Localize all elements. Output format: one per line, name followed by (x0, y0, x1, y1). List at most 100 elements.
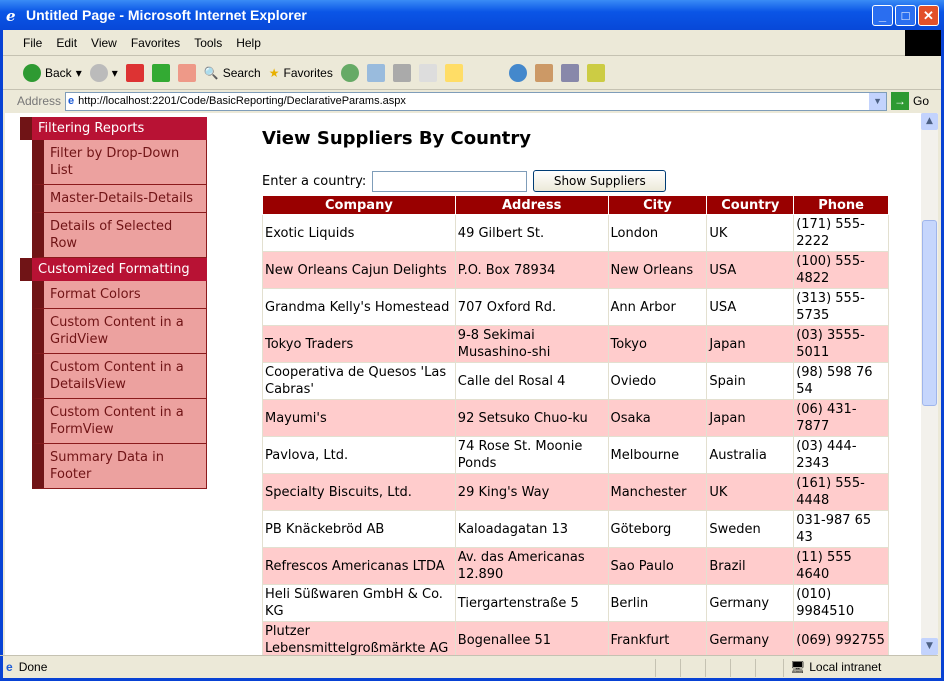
page-title: View Suppliers By Country (262, 128, 531, 149)
country-form: Enter a country: Show Suppliers (262, 170, 667, 192)
window-title: Untitled Page - Microsoft Internet Explo… (26, 7, 307, 23)
scroll-thumb[interactable] (922, 220, 937, 406)
menu-file[interactable]: File (23, 35, 43, 50)
country-input[interactable] (372, 170, 528, 192)
address-bar: Address e http://localhost:2201/Code/Basi… (3, 90, 941, 112)
table-cell: Berlin (607, 584, 708, 622)
table-row: PB Knäckebröd AB Kaloadagatan 13 Göteborg S… (262, 510, 889, 548)
show-suppliers-button[interactable]: Show Suppliers (533, 170, 667, 192)
windows-logo (905, 30, 941, 56)
mail-icon[interactable] (366, 63, 385, 82)
title-bar: e Untitled Page - Microsoft Internet Exp… (0, 0, 944, 30)
sidebar-item[interactable]: Custom Content in a DetailsView (32, 354, 207, 399)
stop-icon[interactable] (125, 63, 144, 82)
table-row: Grandma Kelly's Homestead 707 Oxford Rd. A… (262, 288, 889, 326)
table-cell: Sao Paulo (607, 547, 708, 585)
table-cell: (06) 431-7877 (793, 399, 889, 437)
table-row: Cooperativa de Quesos 'Las Cabras' Calle … (262, 362, 889, 400)
intranet-icon: 🖥 (790, 660, 806, 674)
table-cell: 49 Gilbert St. (454, 214, 609, 252)
address-input[interactable]: e http://localhost:2201/Code/BasicReporti… (65, 91, 888, 111)
table-cell: Heli Süßwaren GmbH & Co. KG (262, 584, 456, 622)
table-row: Tokyo Traders 9-8 Sekimai Musashino-shi To… (262, 325, 889, 363)
column-header: Phone (793, 195, 889, 215)
search-button[interactable]: 🔍 Search (203, 65, 261, 80)
table-cell: (069) 992755 (793, 621, 889, 655)
search-icon: 🔍 (203, 65, 219, 80)
ie-icon: e (6, 7, 16, 25)
table-cell: UK (706, 473, 795, 511)
table-cell: Refrescos Americanas LTDA (262, 547, 456, 585)
menu-help[interactable]: Help (236, 35, 261, 50)
table-cell: London (607, 214, 708, 252)
menu-favorites[interactable]: Favorites (130, 35, 181, 50)
refresh-icon[interactable] (151, 63, 170, 82)
table-cell: New Orleans Cajun Delights (262, 251, 456, 289)
page-status-icon: e (6, 660, 13, 674)
sidebar-item[interactable]: Master-Details-Details (32, 185, 207, 213)
sidebar-item[interactable]: Summary Data in Footer (32, 444, 207, 489)
table-cell: Ann Arbor (607, 288, 708, 326)
scroll-up-button[interactable]: ▲ (921, 113, 938, 130)
sidebar-section-header[interactable]: Customized Formatting (20, 258, 207, 281)
note-icon[interactable] (444, 63, 463, 82)
table-cell: Melbourne (607, 436, 708, 474)
globe-icon[interactable] (508, 63, 527, 82)
research-icon[interactable] (560, 63, 579, 82)
table-cell: New Orleans (607, 251, 708, 289)
table-cell: Japan (706, 399, 795, 437)
table-cell: Mayumi's (262, 399, 456, 437)
close-button[interactable]: ✕ (918, 5, 939, 26)
table-cell: USA (706, 288, 795, 326)
sidebar-item[interactable]: Custom Content in a GridView (32, 309, 207, 354)
table-cell: Osaka (607, 399, 708, 437)
print-icon[interactable] (392, 63, 411, 82)
table-row: Heli Süßwaren GmbH & Co. KG Tiergartenstr… (262, 584, 889, 622)
tool-icon[interactable] (586, 63, 605, 82)
table-cell: (03) 444-2343 (793, 436, 889, 474)
table-row: Specialty Biscuits, Ltd. 29 King's Way Man… (262, 473, 889, 511)
sidebar-item[interactable]: Custom Content in a FormView (32, 399, 207, 444)
history-icon[interactable] (340, 63, 359, 82)
messenger-icon[interactable] (534, 63, 553, 82)
column-header: Country (706, 195, 795, 215)
sidebar-section-header[interactable]: Filtering Reports (20, 117, 207, 140)
table-cell: 031-987 65 43 (793, 510, 889, 548)
scroll-down-button[interactable]: ▼ (921, 638, 938, 655)
table-cell: P.O. Box 78934 (454, 251, 609, 289)
forward-button[interactable]: ▾ (89, 63, 118, 82)
minimize-button[interactable]: _ (872, 5, 893, 26)
table-cell: Tokyo Traders (262, 325, 456, 363)
menu-view[interactable]: View (91, 35, 117, 50)
table-cell: Tiergartenstraße 5 (454, 584, 609, 622)
favorites-button[interactable]: ★ Favorites (268, 65, 333, 80)
table-cell: Manchester (607, 473, 708, 511)
table-cell: Av. das Americanas 12.890 (454, 547, 609, 585)
table-cell: Sweden (706, 510, 795, 548)
address-dropdown[interactable]: ▼ (869, 92, 887, 110)
sidebar-item[interactable]: Details of Selected Row (32, 213, 207, 258)
status-text: Done (18, 660, 48, 674)
table-row: Plutzer Lebensmittelgroßmärkte AG Bogenal… (262, 621, 889, 655)
table-cell: Grandma Kelly's Homestead (262, 288, 456, 326)
table-cell: 92 Setsuko Chuo-ku (454, 399, 609, 437)
vertical-scrollbar[interactable]: ▲ ▼ (921, 113, 938, 655)
table-cell: (03) 3555-5011 (793, 325, 889, 363)
table-row: Mayumi's 92 Setsuko Chuo-ku Osaka Japan (06)… (262, 399, 889, 437)
edit-icon[interactable] (418, 63, 437, 82)
go-button[interactable]: → Go (891, 92, 929, 110)
maximize-button[interactable]: □ (895, 5, 916, 26)
table-row: New Orleans Cajun Delights P.O. Box 78934… (262, 251, 889, 289)
back-button[interactable]: Back ▾ (23, 63, 82, 82)
table-cell: (313) 555-5735 (793, 288, 889, 326)
sidebar-item[interactable]: Format Colors (32, 281, 207, 309)
menu-tools[interactable]: Tools (194, 35, 223, 50)
menu-bar: File Edit View Favorites Tools Help (3, 30, 941, 56)
table-cell: Calle del Rosal 4 (454, 362, 609, 400)
menu-edit[interactable]: Edit (56, 35, 78, 50)
table-cell: Kaloadagatan 13 (454, 510, 609, 548)
table-row: Refrescos Americanas LTDA Av. das America… (262, 547, 889, 585)
home-icon[interactable] (177, 63, 196, 82)
sidebar-item[interactable]: Filter by Drop-Down List (32, 140, 207, 185)
page-content: Filtering Reports Filter by Drop-Down Lis… (5, 113, 921, 655)
